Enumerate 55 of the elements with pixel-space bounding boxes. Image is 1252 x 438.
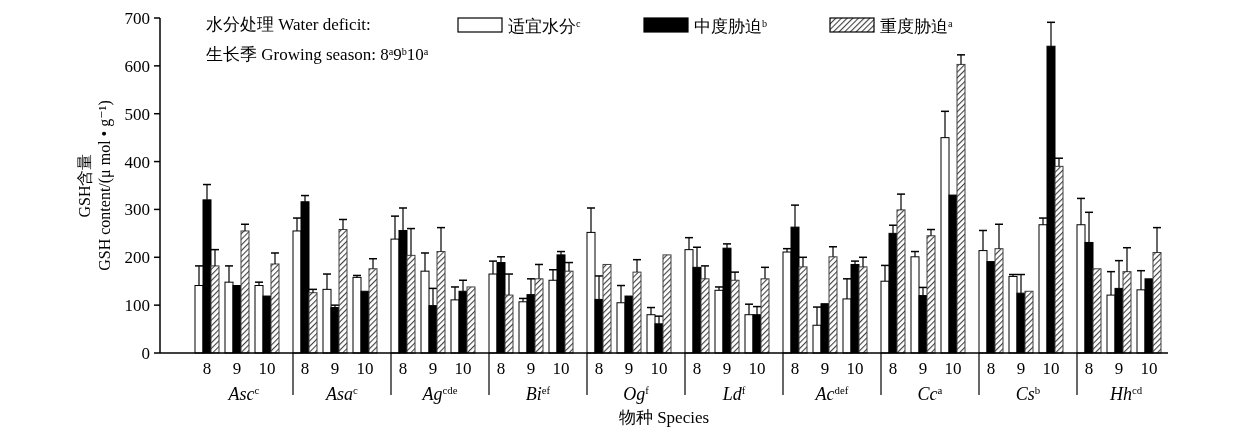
text: Ld$^{f}$	[721, 384, 746, 404]
text: Cc$^{a}$	[917, 384, 943, 404]
x-tick-label: 10	[748, 359, 766, 378]
x-tick-label: 10	[454, 359, 472, 378]
y-tick-label: 500	[124, 104, 150, 124]
x-tick-label: 10	[650, 359, 668, 378]
x-tick-label: 10	[944, 359, 962, 378]
legend-label: 适宜水分$^{c}$	[508, 17, 581, 36]
x-tick-label: 10	[1042, 359, 1060, 378]
x-tick-label: 10	[1140, 359, 1158, 378]
x-tick-label: 9	[330, 359, 340, 378]
x-tick-label: 9	[820, 359, 830, 378]
x-axis-title: 物种 Species	[618, 408, 710, 427]
x-tick-label: 9	[526, 359, 536, 378]
x-tick-label: 8	[692, 359, 702, 378]
y-tick-label: 300	[124, 200, 150, 220]
x-tick-label: 8	[300, 359, 310, 378]
text: Og$^{f}$	[623, 384, 650, 404]
annotation: 生长季 Growing season: 8$^{a}$9$^{b}$10$^{a}$	[206, 45, 429, 64]
x-tick-label: 9	[232, 359, 242, 378]
text: Bi$^{ef}$	[525, 384, 551, 404]
y-tick-label: 0	[141, 344, 150, 363]
y-axis-title: GSH含量 GSH content/(μ mol • g⁻¹)	[76, 100, 114, 271]
x-tick-label: 8	[202, 359, 212, 378]
x-tick-label: 8	[398, 359, 408, 378]
legend-label: 重度胁迫$^{a}$	[880, 17, 953, 36]
x-tick-label: 10	[356, 359, 374, 378]
x-tick-label: 10	[846, 359, 864, 378]
x-tick-label: 8	[986, 359, 996, 378]
text: Cs$^{b}$	[1015, 384, 1041, 404]
x-tick-label: 9	[722, 359, 732, 378]
x-tick-label: 9	[1114, 359, 1124, 378]
y-tick-label: 200	[124, 248, 150, 268]
x-tick-label: 9	[918, 359, 928, 378]
x-tick-label: 10	[258, 359, 276, 378]
y-tick-label: 400	[124, 152, 150, 172]
x-tick-label: 9	[624, 359, 634, 378]
legend-title: 水分处理 Water deficit:	[206, 15, 371, 34]
text: Asc$^{c}$	[227, 384, 260, 404]
y-tick-label: 100	[124, 296, 150, 316]
text: Hh$^{cd}$	[1108, 384, 1143, 404]
text: Ac$^{def}$	[814, 384, 849, 404]
x-tick-label: 10	[552, 359, 570, 378]
legend-label: 中度胁迫$^{b}$	[694, 17, 768, 36]
x-tick-label: 8	[594, 359, 604, 378]
x-tick-label: 8	[496, 359, 506, 378]
x-tick-label: 8	[1084, 359, 1094, 378]
y-tick-label: 600	[124, 56, 150, 76]
text: Ag$^{cde}$	[421, 384, 458, 404]
x-tick-label: 8	[888, 359, 898, 378]
y-tick-label: 700	[124, 9, 150, 28]
x-tick-label: 9	[1016, 359, 1026, 378]
text: Asa$^{c}$	[325, 384, 359, 404]
x-tick-label: 8	[790, 359, 800, 378]
x-tick-label: 9	[428, 359, 438, 378]
